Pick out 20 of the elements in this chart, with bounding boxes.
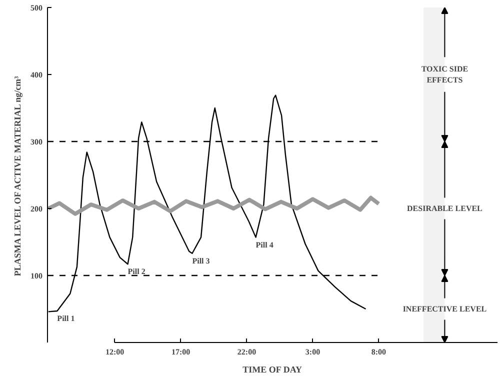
x-tick-label: 3:00 <box>305 348 320 356</box>
y-tick-label: 400 <box>30 70 42 80</box>
y-tick-label: 200 <box>30 204 42 214</box>
x-tick-label: 12:00 <box>105 348 124 356</box>
band-label: TOXIC SIDE EFFECTS <box>421 64 468 84</box>
band-label: DESIRABLE LEVEL <box>407 204 482 213</box>
annotation: Pill 3 <box>192 256 210 266</box>
annotation: Pill 1 <box>57 314 75 324</box>
x-axis-title: TIME OF DAY <box>242 364 303 374</box>
x-tick-label: 8:00 <box>371 348 386 356</box>
y-axis-title: PLASMA LEVEL OF ACTIVE MATERIAL ng/cm³ <box>12 76 22 276</box>
x-tick-label: 17:00 <box>171 348 190 356</box>
y-tick-label: 100 <box>30 272 42 280</box>
annotation: Pill 4 <box>256 240 274 250</box>
y-tick-label: 300 <box>30 138 42 146</box>
line-series <box>48 196 381 216</box>
y-tick-label: 500 <box>30 4 42 12</box>
x-tick-label: 22:00 <box>237 348 256 356</box>
annotation: Pill 2 <box>128 267 146 276</box>
band-label: INEFFECTIVE LEVEL <box>402 304 487 314</box>
